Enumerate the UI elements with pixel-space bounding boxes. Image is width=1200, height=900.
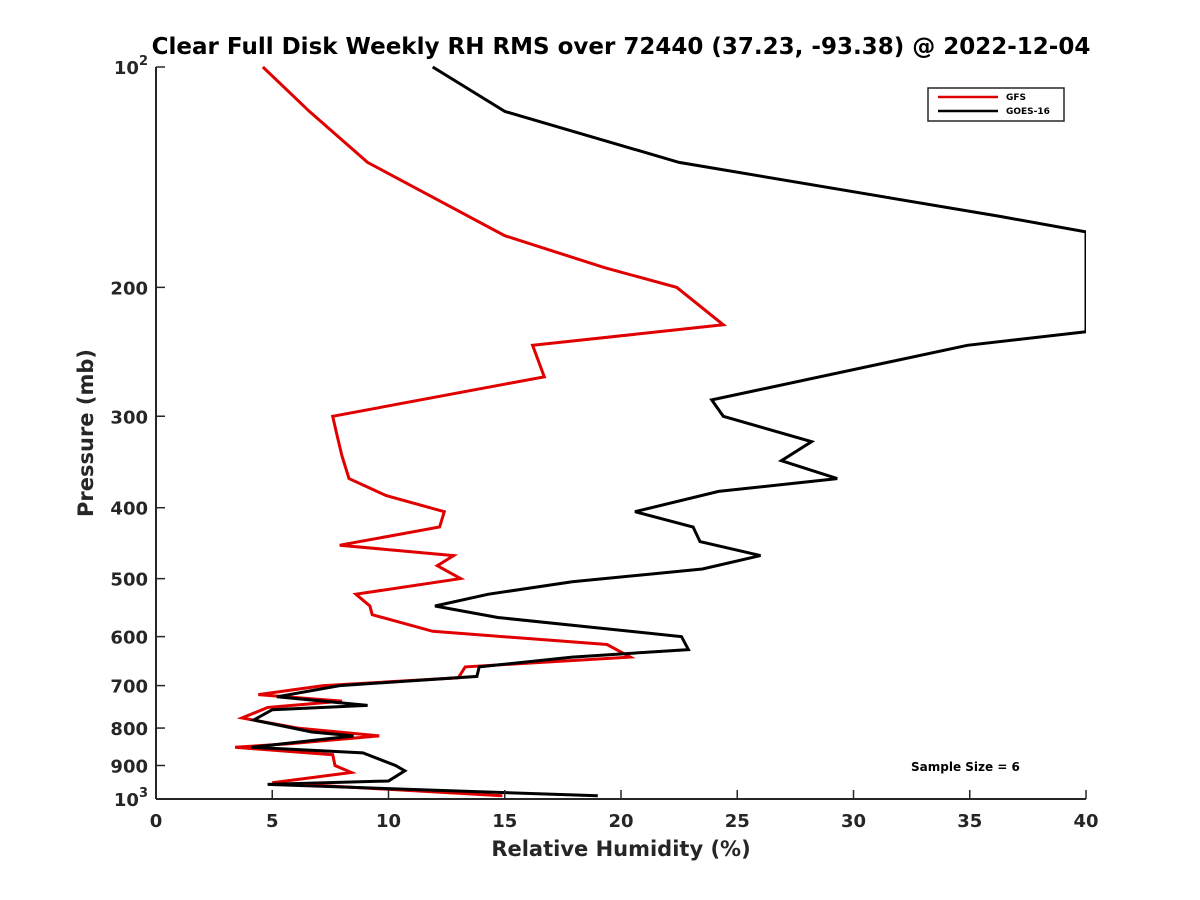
y-tick-label: 200 (110, 278, 148, 299)
y-tick-label: 103 (114, 786, 148, 811)
series-line-gfs (234, 66, 728, 798)
y-tick-label: 400 (110, 499, 148, 520)
x-tick-label: 5 (266, 811, 279, 832)
y-tick-label: 102 (114, 54, 148, 79)
legend-label-gfs: GFS (1006, 93, 1026, 103)
legend-box (927, 87, 1065, 122)
series-line-goes16 (249, 66, 1086, 798)
x-axis-label: Relative Humidity (%) (491, 837, 750, 861)
legend: GFS GOES-16 (927, 87, 1065, 122)
y-tick-label: 800 (110, 719, 148, 740)
y-tick-label: 600 (110, 628, 148, 649)
y-tick-label: 700 (110, 677, 148, 698)
legend-label-goes16: GOES-16 (1006, 107, 1050, 117)
x-tick-label: 30 (841, 811, 866, 832)
x-tick-label: 40 (1073, 811, 1098, 832)
x-tick-label: 15 (492, 811, 517, 832)
series-lines (234, 66, 1086, 798)
y-tick-label: 300 (110, 407, 148, 428)
y-axis-label: Pressure (mb) (74, 349, 98, 517)
sample-size-annotation: Sample Size = 6 (911, 760, 1020, 774)
plot-area: 0 5 10 15 20 25 30 35 40 102 200 300 400 500 600 700 80… (110, 54, 1098, 832)
y-ticks: 102 200 300 400 500 600 700 800 900 103 (110, 54, 165, 811)
chart-title: Clear Full Disk Weekly RH RMS over 72440… (152, 34, 1091, 60)
x-ticks: 0 5 10 15 20 25 30 35 40 (150, 790, 1099, 832)
x-tick-label: 0 (150, 811, 163, 832)
x-tick-label: 35 (957, 811, 982, 832)
x-tick-label: 25 (725, 811, 750, 832)
x-tick-label: 20 (608, 811, 633, 832)
y-tick-label: 900 (110, 757, 148, 778)
x-tick-label: 10 (376, 811, 401, 832)
y-tick-label: 500 (110, 570, 148, 591)
